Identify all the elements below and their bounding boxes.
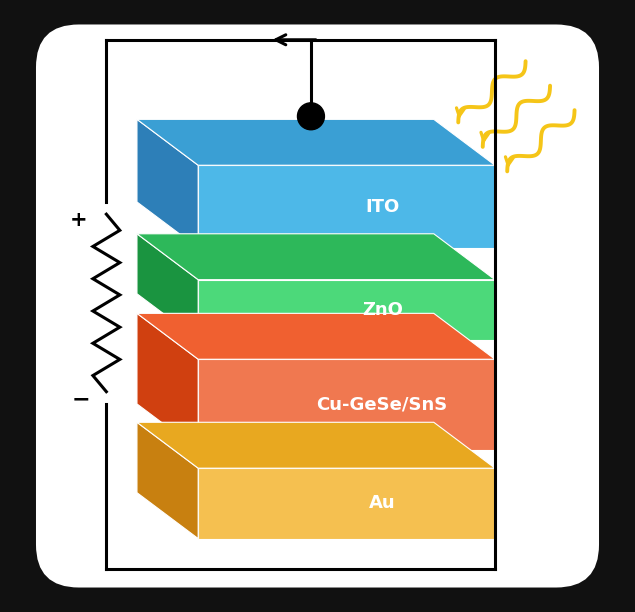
Polygon shape	[137, 234, 495, 280]
Circle shape	[297, 103, 324, 130]
Text: +: +	[70, 211, 88, 230]
Polygon shape	[137, 119, 198, 248]
Text: ZnO: ZnO	[362, 300, 403, 319]
Text: ITO: ITO	[365, 198, 399, 215]
Polygon shape	[137, 313, 198, 450]
Polygon shape	[137, 119, 495, 165]
Polygon shape	[198, 359, 495, 450]
Polygon shape	[198, 468, 495, 539]
Polygon shape	[137, 313, 495, 359]
Text: Au: Au	[369, 494, 396, 512]
Polygon shape	[198, 165, 495, 248]
Text: −: −	[71, 389, 90, 409]
Polygon shape	[137, 234, 198, 340]
Polygon shape	[198, 280, 495, 340]
Polygon shape	[137, 422, 495, 468]
Text: Cu-GeSe/SnS: Cu-GeSe/SnS	[317, 395, 448, 414]
Polygon shape	[137, 422, 198, 539]
FancyBboxPatch shape	[36, 24, 599, 588]
